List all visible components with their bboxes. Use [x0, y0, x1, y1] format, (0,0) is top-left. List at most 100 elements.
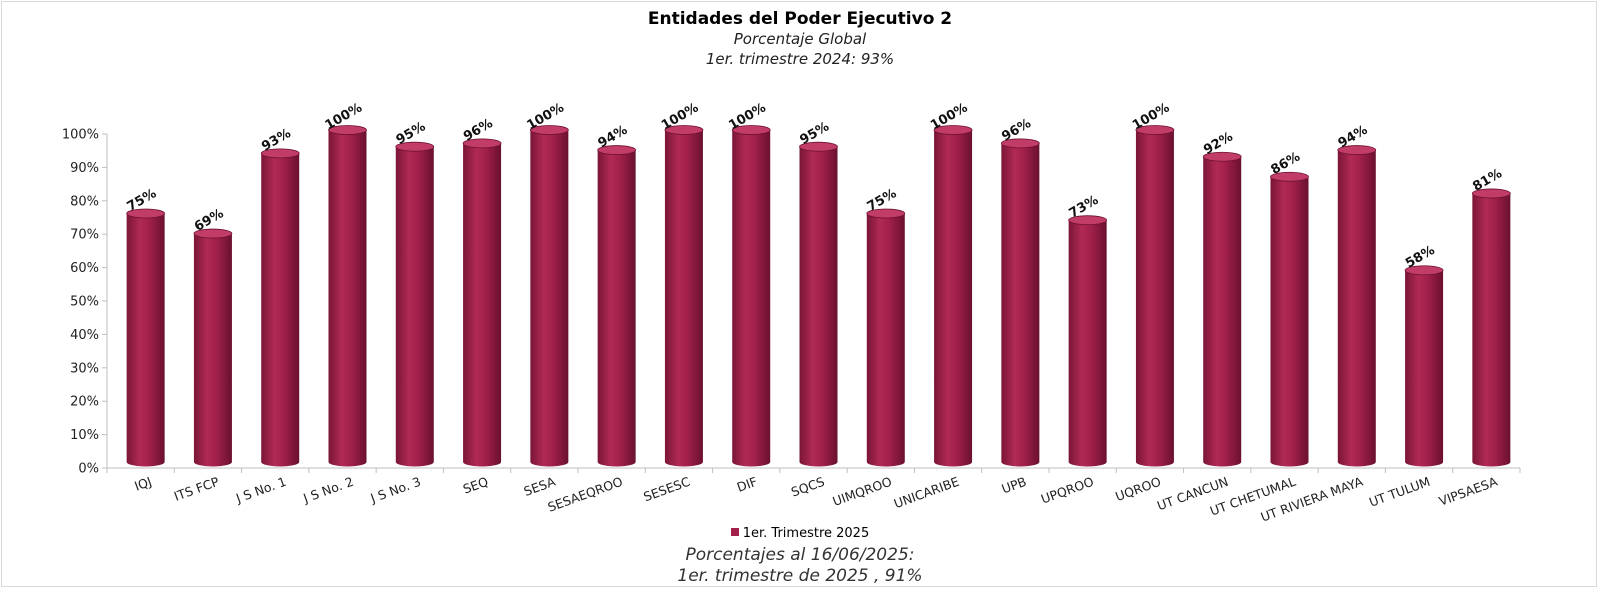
bar-body [395, 146, 434, 467]
bar-body [1472, 193, 1511, 467]
y-tick-label: 40% [70, 328, 99, 343]
bar-top [193, 228, 233, 239]
x-tick-label: SESA [522, 474, 558, 499]
bar-top [1068, 215, 1108, 226]
bar-top [1270, 171, 1309, 182]
bar-top [126, 208, 166, 219]
bar-body [1001, 143, 1040, 467]
bar [799, 141, 838, 467]
x-tick-label: UPQROO [1039, 474, 1096, 507]
y-tick-label: 50% [70, 295, 99, 310]
bar [1471, 188, 1511, 467]
bar-top [866, 208, 906, 219]
bar-body [1068, 220, 1107, 467]
bar-top [328, 125, 367, 135]
y-tick-label: 10% [70, 428, 99, 443]
legend: 1er. Trimestre 2025 [0, 526, 1600, 541]
bar [1202, 151, 1242, 467]
bar-top [1135, 125, 1175, 135]
bar [1337, 145, 1377, 467]
bar [328, 125, 367, 467]
bar-top [529, 125, 569, 135]
legend-label: 1er. Trimestre 2025 [742, 526, 870, 541]
bar-body [530, 130, 569, 467]
x-tick-label: UPB [1000, 474, 1029, 497]
bar-body [1270, 176, 1309, 467]
bar-body [732, 130, 771, 467]
bar-body [1135, 130, 1174, 467]
bar [126, 208, 166, 467]
footer-global-percentage: 1er. trimestre de 2025 , 91% [677, 566, 923, 586]
y-tick-label: 0% [78, 462, 99, 477]
bar [664, 125, 704, 467]
x-tick-label: SESESC [641, 474, 692, 505]
bar-body [934, 130, 973, 467]
bar-body [193, 233, 232, 467]
chart-subtitle: Porcentaje Global [733, 30, 867, 48]
bar-body [1337, 150, 1376, 467]
x-tick-label: ITS FCP [172, 474, 221, 504]
x-tick-label: UIMQROO [831, 474, 894, 509]
x-tick-label: J S No. 3 [368, 474, 423, 506]
x-tick-label: J S No. 2 [300, 474, 355, 506]
y-tick-label: 100% [62, 128, 99, 143]
y-tick-label: 20% [70, 395, 99, 410]
x-tick-label: DIF [735, 474, 759, 495]
x-tick-label: SQCS [789, 474, 827, 500]
bar [866, 208, 906, 467]
bar-top [933, 125, 973, 135]
bar [933, 125, 973, 467]
x-tick-label: VIPSAESA [1437, 474, 1500, 509]
bar [193, 228, 233, 467]
bar [1404, 265, 1444, 467]
y-tick-label: 70% [70, 228, 99, 243]
bar-body [799, 146, 838, 467]
y-tick-label: 60% [70, 261, 99, 276]
y-tick-label: 90% [70, 161, 99, 176]
bar [260, 148, 300, 467]
bar-body [126, 213, 165, 467]
bars-group [126, 125, 1511, 467]
bar-body [1203, 156, 1242, 467]
x-tick-label: SEQ [461, 474, 490, 497]
x-tick-label: UT TULUM [1367, 474, 1432, 510]
bar-body [1405, 270, 1444, 467]
bar-top [1202, 151, 1242, 162]
bar [1000, 138, 1040, 467]
bar-top [260, 148, 300, 159]
bar-top [731, 125, 771, 135]
x-tick-label: UNICARIBE [892, 474, 961, 511]
bar-top [1337, 145, 1377, 155]
bar [1270, 171, 1309, 467]
bar-body [597, 150, 636, 467]
bar [462, 138, 502, 467]
chart-subtitle-previous-quarter: 1er. trimestre 2024: 93% [705, 50, 895, 68]
bar-top [395, 141, 435, 152]
bar-top [1471, 188, 1511, 199]
bar-body [866, 213, 905, 467]
y-tick-label: 80% [70, 194, 99, 209]
footer-date-note: Porcentajes al 16/06/2025: [685, 545, 915, 565]
axes-group: 0% 10% 20% 30% 40% 50% 60% 70% 80% 90% 100% [62, 128, 1521, 477]
bar [597, 145, 637, 467]
bar-body [261, 153, 300, 467]
bar-top [799, 141, 838, 152]
x-tick-label: IQJ [132, 474, 153, 494]
bar-top [1000, 138, 1040, 149]
bar-body [664, 130, 703, 467]
bar [1068, 215, 1108, 467]
bar [395, 141, 435, 467]
chart-title: Entidades del Poder Ejecutivo 2 [647, 9, 953, 29]
bar-body [463, 143, 502, 467]
legend-swatch [730, 528, 739, 536]
bar [731, 125, 771, 467]
bar-top [664, 125, 704, 135]
y-tick-label: 30% [70, 361, 99, 376]
x-tick-label: J S No. 1 [233, 474, 288, 506]
bar-top [462, 138, 502, 149]
bar [529, 125, 569, 467]
bar-body [328, 130, 367, 467]
bar-top [597, 145, 637, 155]
